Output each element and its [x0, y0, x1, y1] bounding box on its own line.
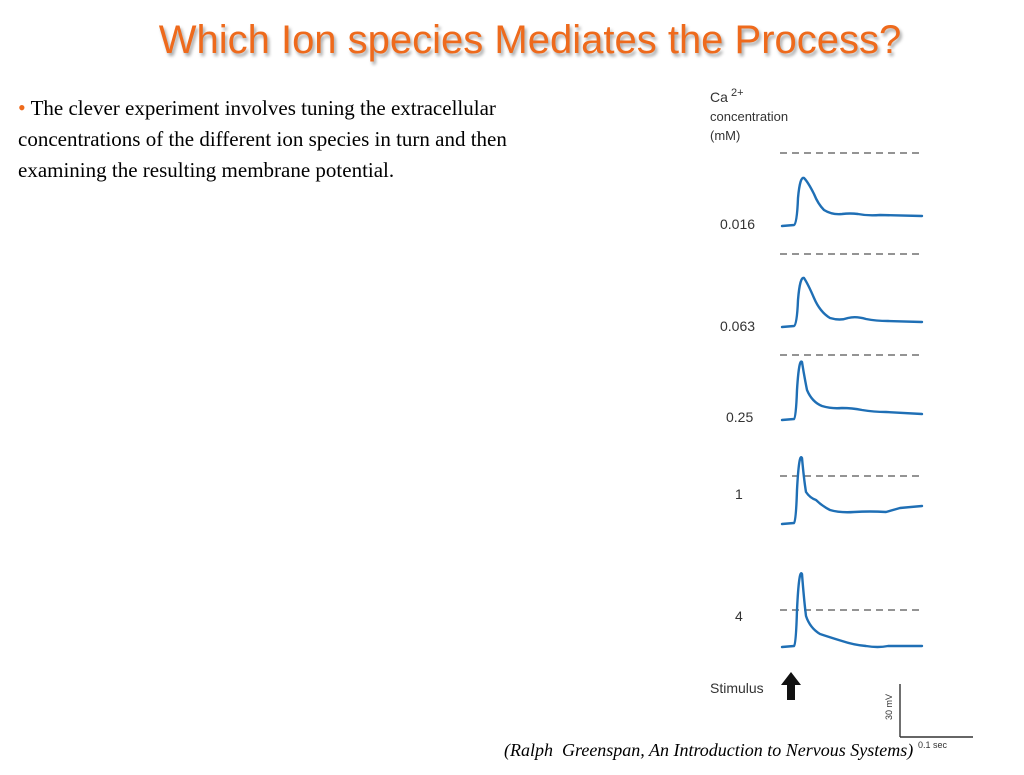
ylabel-concentration: concentration [710, 109, 788, 124]
trace-0016 [780, 176, 924, 228]
trace-1 [780, 455, 924, 526]
trace-diagram: Ca 2+ concentration (mM) 0.016 0.063 0.2… [710, 87, 973, 750]
scale-voltage-label: 30 mV [884, 694, 894, 720]
trace-0063 [780, 276, 924, 329]
trace-label-1: 1 [735, 486, 743, 502]
stimulus-label: Stimulus [710, 680, 764, 696]
ylabel-ca: Ca [710, 89, 728, 105]
bullet-text: The clever experiment involves tuning th… [18, 96, 507, 182]
bullet-icon: • [18, 95, 26, 120]
ylabel-superscript: 2+ [731, 87, 744, 99]
bullet-paragraph: • The clever experiment involves tuning … [18, 92, 518, 186]
slide-title: Which Ion species Mediates the Process? [158, 18, 902, 62]
ylabel-unit: (mM) [710, 128, 740, 143]
citation: (Ralph Greenspan, An Introduction to Ner… [504, 740, 914, 760]
trace-4 [780, 572, 924, 649]
scale-bar [899, 684, 973, 738]
trace-label-0063: 0.063 [720, 318, 755, 334]
trace-025 [780, 360, 924, 422]
trace-label-4: 4 [735, 608, 743, 624]
stimulus-arrow-icon [781, 672, 801, 700]
calcium-figure: Ca 2+ concentration (mM) 0.016 0.063 0.2… [690, 80, 990, 775]
trace-label-025: 0.25 [726, 409, 753, 425]
trace-label-0016: 0.016 [720, 216, 755, 232]
scale-time-label: 0.1 sec [918, 740, 948, 750]
